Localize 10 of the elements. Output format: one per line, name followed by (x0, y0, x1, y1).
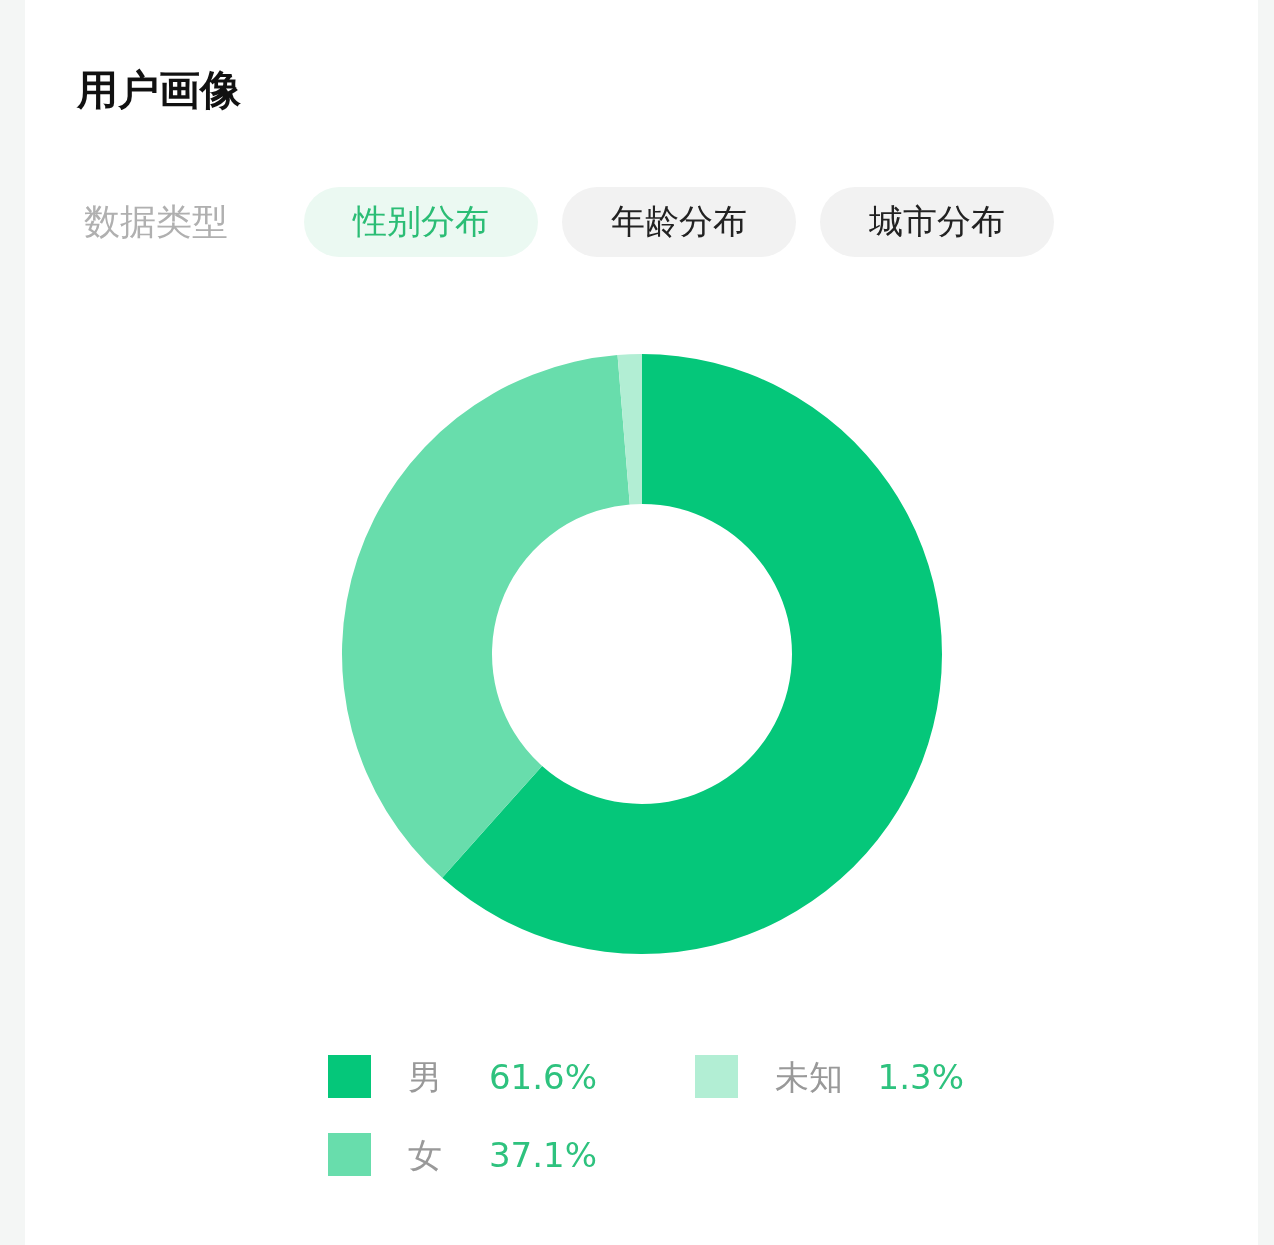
tab[interactable]: 城市分布 (820, 187, 1054, 257)
legend-label: 未知 (775, 1056, 843, 1097)
data-label: 61.6% (488, 1056, 597, 1097)
data-label: 1.3% (877, 1056, 964, 1097)
data-label: 37.1% (488, 1134, 597, 1175)
legend-label: 女 (408, 1134, 442, 1175)
legend-label: 男 (408, 1056, 442, 1097)
chart-title: 用户画像 (76, 65, 242, 114)
tab[interactable]: 年龄分布 (562, 187, 796, 257)
chart-subtitle: 数据类型 (84, 200, 228, 244)
